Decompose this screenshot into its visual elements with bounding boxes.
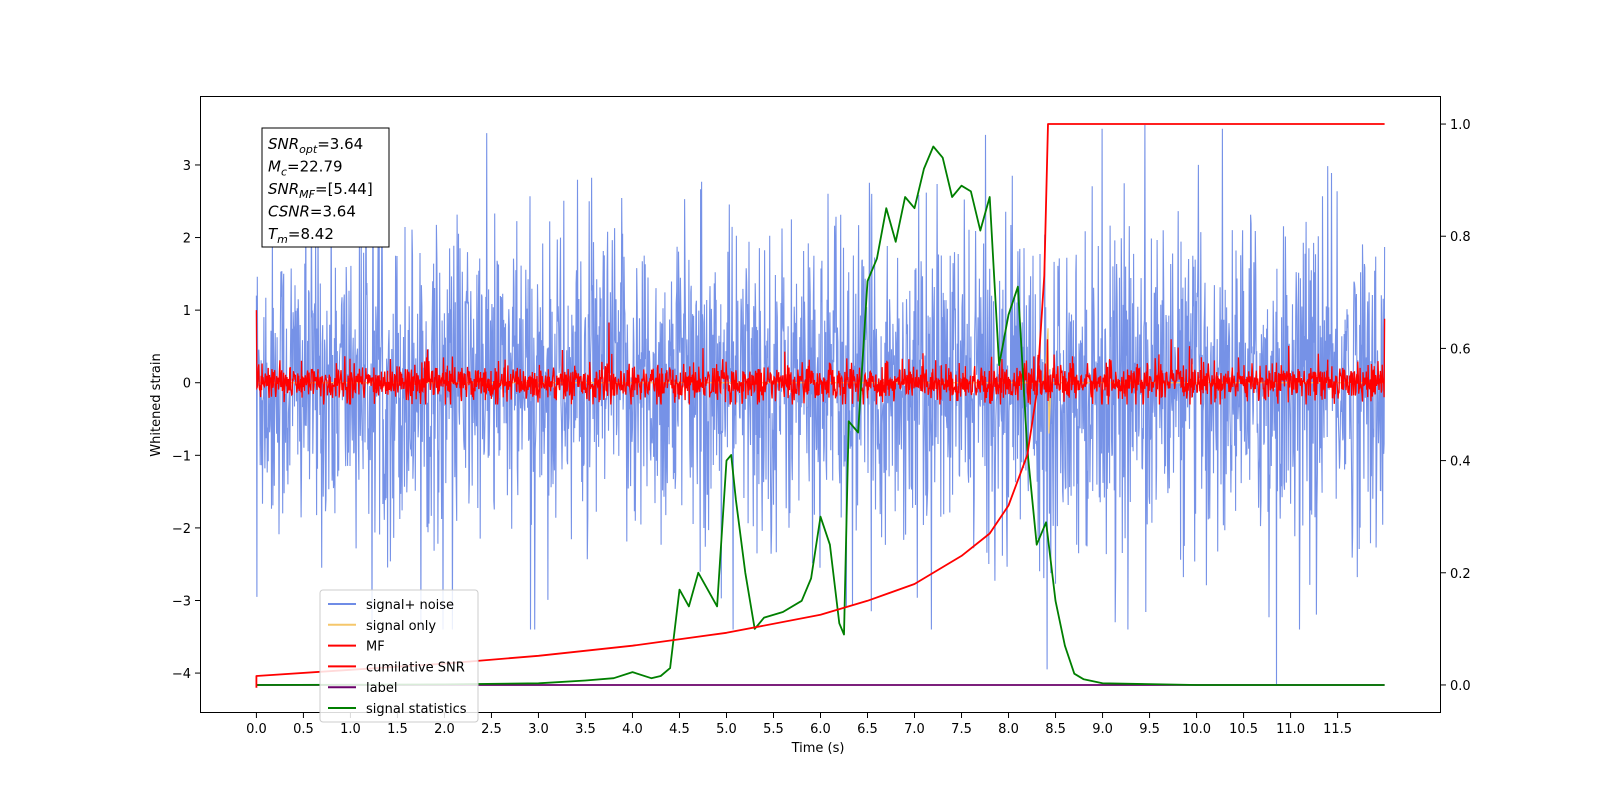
stats-line: CSNR=3.64 [268,203,356,221]
x-tick-label: 6.5 [857,722,878,737]
x-tick-label: 9.0 [1092,722,1113,737]
x-tick-label: 1.0 [340,722,361,737]
plot-frame [200,96,1441,713]
y-tick-label: −3 [172,594,191,609]
x-tick-label: 8.0 [998,722,1019,737]
signal-statistics-line [256,145,1385,686]
y2-tick-label: 1.0 [1450,118,1471,133]
x-tick-label: 0.5 [293,722,314,737]
y2-tick-label: 0.4 [1450,455,1471,470]
stats-line: SNRopt=3.64 [268,135,363,156]
y-tick-label: 3 [183,159,191,174]
y2-tick-label: 0.0 [1450,679,1471,694]
stats-line: Mc=22.79 [268,158,343,179]
x-tick-label: 6.0 [810,722,831,737]
x-tick-label: 5.0 [716,722,737,737]
x-tick-label: 8.5 [1045,722,1066,737]
legend-label: MF [366,640,385,655]
x-tick-label: 2.0 [434,722,455,737]
stats-box-frame [261,127,390,248]
signal-plus-noise-line [255,124,1386,685]
y-tick-label: 1 [183,304,191,319]
y2-tick-label: 0.6 [1450,342,1471,357]
x-tick-label: 7.0 [904,722,925,737]
x-tick-label: 4.5 [669,722,690,737]
x-tick-label: 10.0 [1182,722,1211,737]
x-axis-label: Time (s) [791,741,845,756]
x-tick-label: 11.0 [1276,722,1305,737]
x-tick-label: 4.0 [622,722,643,737]
y-tick-label: −1 [172,449,191,464]
y-axis-label: Whitened strain [149,353,164,456]
x-tick-label: 5.5 [763,722,784,737]
x-tick-label: 7.5 [951,722,972,737]
legend-label: cumilative SNR [366,660,465,675]
y-tick-label: 0 [183,377,191,392]
x-tick-label: 3.5 [575,722,596,737]
x-axis: 0.0 0.5 1.0 1.5 2.0 2.5 3.0 3.5 4.0 4.5 5.0 5.5 6.0 6… [246,713,1352,737]
x-tick-label: 10.5 [1229,722,1258,737]
legend-label: signal only [366,619,436,634]
x-tick-label: 0.0 [246,722,267,737]
stats-line: Tm=8.42 [268,225,334,246]
mf-line [255,310,1386,405]
y-axis-right: 1.0 0.8 0.6 0.4 0.2 0.0 [1441,118,1471,694]
x-tick-label: 1.5 [387,722,408,737]
x-tick-label: 11.5 [1323,722,1352,737]
legend-label: signal statistics [366,702,467,717]
y-tick-label: 2 [183,232,191,247]
legend: signal+ noise signal only MF cumilative SNR… [319,589,479,723]
x-tick-label: 9.5 [1139,722,1160,737]
legend-frame [319,589,479,723]
y-axis-left: 3 2 1 0 −1 −2 −3 −4 [172,159,200,682]
y-tick-label: −4 [172,667,191,682]
legend-label: signal+ noise [366,598,454,613]
y2-tick-label: 0.2 [1450,567,1471,582]
x-tick-label: 2.5 [481,722,502,737]
x-tick-label: 3.0 [528,722,549,737]
y-tick-label: −2 [172,522,191,537]
y2-tick-label: 0.8 [1450,230,1471,245]
legend-label: label [366,681,397,696]
stats-line: SNRMF=[5.44] [268,180,373,201]
